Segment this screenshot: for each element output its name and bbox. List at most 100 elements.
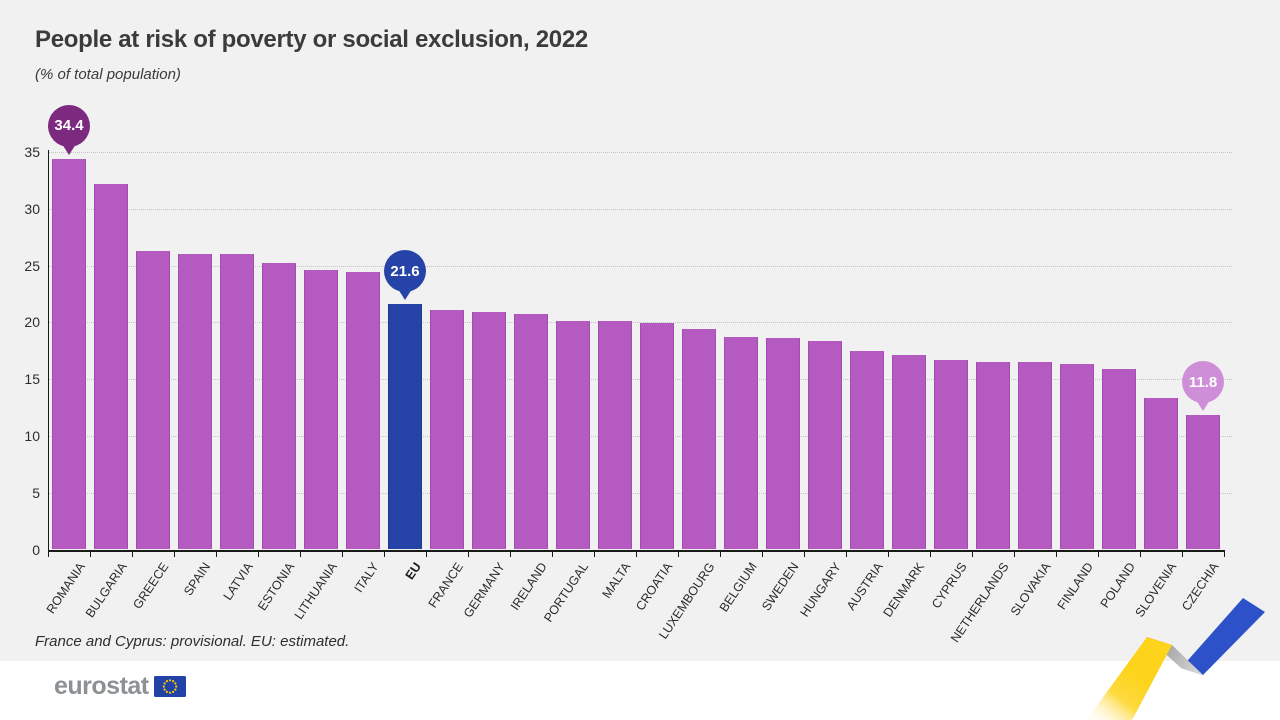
bar-slovakia (1018, 362, 1052, 550)
eurostat-logo: eurostat (54, 674, 186, 699)
x-tick (930, 551, 931, 557)
flag-star (171, 680, 174, 683)
eu-flag-icon (153, 676, 186, 697)
x-label-finland: FINLAND (1054, 560, 1096, 613)
x-tick (1014, 551, 1015, 557)
x-tick (48, 551, 49, 557)
x-tick (258, 551, 259, 557)
x-tick (762, 551, 763, 557)
callout-tail (1196, 400, 1210, 412)
bar-malta (598, 321, 632, 550)
x-label-malta: MALTA (599, 560, 634, 601)
x-tick (804, 551, 805, 557)
bar-austria (850, 350, 884, 550)
x-tick (846, 551, 847, 557)
bar-hungary (808, 340, 842, 550)
x-label-romania: ROMANIA (43, 560, 88, 617)
y-tick-label-15: 15 (24, 371, 40, 388)
x-tick (678, 551, 679, 557)
flag-star (168, 679, 171, 682)
bar-czechia (1186, 415, 1220, 550)
y-tick-label-20: 20 (24, 314, 40, 331)
x-label-poland: POLAND (1097, 560, 1138, 611)
x-tick (132, 551, 133, 557)
x-tick (594, 551, 595, 557)
eurostat-wordmark: eurostat (54, 672, 149, 700)
y-tick-label-0: 0 (32, 541, 40, 558)
x-label-denmark: DENMARK (881, 560, 928, 620)
chart-title: People at risk of poverty or social excl… (35, 26, 588, 53)
x-tick (216, 551, 217, 557)
footer-band: eurostat (0, 661, 1280, 720)
x-tick (636, 551, 637, 557)
x-tick (1224, 551, 1225, 557)
x-label-slovakia: SLOVAKIA (1007, 560, 1054, 619)
x-axis-line (48, 549, 1225, 552)
bar-lithuania (304, 270, 338, 550)
x-label-spain: SPAIN (181, 560, 214, 599)
x-label-estonia: ESTONIA (255, 560, 298, 614)
callout-eu: 21.6 (384, 250, 426, 301)
x-label-slovenia: SLOVENIA (1133, 560, 1180, 620)
x-tick (468, 551, 469, 557)
bar-bulgaria (94, 183, 128, 550)
flag-star (163, 688, 166, 691)
y-tick-label-25: 25 (24, 257, 40, 274)
bar-cyprus (934, 359, 968, 550)
y-tick-label-5: 5 (32, 484, 40, 501)
bar-slovenia (1144, 398, 1178, 550)
gridline-20 (48, 322, 1232, 324)
bar-latvia (220, 254, 254, 550)
bar-netherlands (976, 362, 1010, 550)
bar-greece (136, 250, 170, 550)
flag-star (173, 688, 177, 691)
gridline-25 (48, 265, 1232, 267)
x-tick (888, 551, 889, 557)
callout-tail (62, 143, 76, 155)
gridline-30 (48, 208, 1232, 210)
callout-romania: 34.4 (48, 104, 90, 155)
x-tick (552, 551, 553, 557)
bar-croatia (640, 323, 674, 550)
bar-romania (52, 158, 86, 550)
x-tick (384, 551, 385, 557)
x-tick (972, 551, 973, 557)
flag-star (165, 680, 168, 683)
flag-star (162, 685, 165, 688)
x-label-latvia: LATVIA (220, 560, 256, 603)
flag-star (165, 690, 168, 693)
callout-value: 21.6 (384, 250, 426, 293)
x-label-lithuania: LITHUANIA (291, 560, 340, 622)
y-tick-label-30: 30 (24, 200, 40, 217)
x-label-austria: AUSTRIA (843, 560, 886, 613)
x-label-croatia: CROATIA (633, 560, 676, 614)
x-tick (426, 551, 427, 557)
x-tick (174, 551, 175, 557)
x-tick (90, 551, 91, 557)
x-label-czechia: CZECHIA (1179, 560, 1222, 614)
gridline-35 (48, 152, 1232, 153)
bar-denmark (892, 355, 926, 550)
bar-spain (178, 254, 212, 550)
x-label-bulgaria: BULGARIA (82, 560, 130, 621)
flag-star (163, 682, 166, 685)
x-label-greece: GREECE (130, 560, 172, 612)
x-tick (300, 551, 301, 557)
x-label-germany: GERMANY (460, 560, 508, 621)
flag-star (174, 685, 177, 688)
x-tick (510, 551, 511, 557)
x-label-portugal: PORTUGAL (541, 560, 592, 625)
bar-italy (346, 272, 380, 550)
bar-portugal (556, 321, 590, 550)
bar-finland (1060, 364, 1094, 550)
x-label-sweden: SWEDEN (759, 560, 802, 614)
callout-value: 11.8 (1182, 361, 1224, 404)
x-tick (342, 551, 343, 557)
x-label-belgium: BELGIUM (716, 560, 760, 615)
bar-poland (1102, 368, 1136, 550)
chart-subtitle: (% of total population) (35, 66, 181, 83)
callout-value: 34.4 (48, 104, 90, 147)
x-tick (1098, 551, 1099, 557)
x-label-italy: ITALY (351, 560, 382, 596)
